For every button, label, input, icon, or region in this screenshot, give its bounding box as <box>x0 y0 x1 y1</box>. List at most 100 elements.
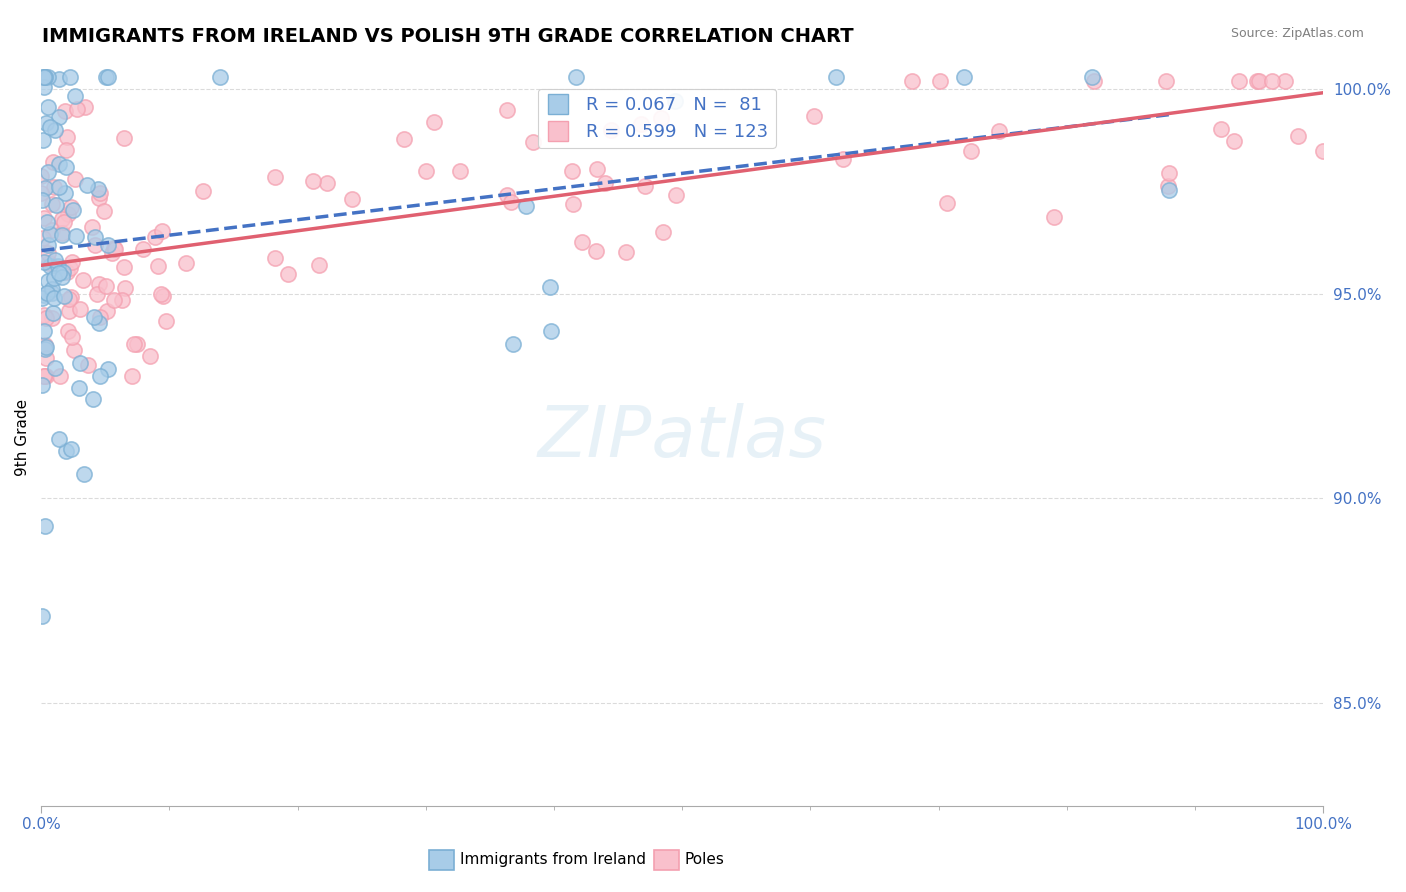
Point <box>84 237 107 252</box>
Point <box>63 343 86 357</box>
Point <box>37 285 59 300</box>
Point <box>55 143 77 157</box>
Point <box>37 238 59 252</box>
Point <box>94 70 117 84</box>
Point <box>34 181 56 195</box>
Point <box>96 304 118 318</box>
Point <box>103 293 125 307</box>
Point <box>1274 74 1296 88</box>
Point <box>277 267 299 281</box>
Point <box>37 274 59 288</box>
Point <box>93 204 115 219</box>
Point <box>35 340 58 354</box>
Point <box>1209 122 1232 136</box>
Point <box>1159 166 1181 180</box>
Point <box>111 293 134 307</box>
Point <box>987 124 1010 138</box>
Point <box>1081 70 1104 84</box>
Point <box>77 358 100 372</box>
Point <box>139 349 162 363</box>
Point <box>595 176 617 190</box>
Point <box>586 162 609 177</box>
Point <box>264 169 287 184</box>
Point <box>30 169 52 183</box>
Point <box>38 227 60 241</box>
Point <box>152 288 174 302</box>
Point <box>41 286 63 301</box>
Point <box>825 70 848 84</box>
Text: Poles: Poles <box>685 853 724 867</box>
Point <box>32 70 55 84</box>
Point <box>53 104 76 119</box>
Point <box>561 197 583 211</box>
Point <box>31 378 53 392</box>
Point <box>87 317 110 331</box>
Point <box>42 180 65 194</box>
Point <box>58 303 80 318</box>
Point <box>52 265 75 279</box>
Point <box>1222 134 1244 148</box>
Point <box>34 337 56 351</box>
Point <box>495 188 517 202</box>
Point <box>31 193 53 207</box>
Point <box>48 259 70 273</box>
Point <box>60 255 83 269</box>
Point <box>34 255 56 269</box>
Point <box>49 368 72 383</box>
Point <box>104 242 127 256</box>
Point <box>42 154 65 169</box>
Point <box>665 188 688 202</box>
Point <box>65 89 87 103</box>
Point <box>634 179 657 194</box>
Point <box>72 273 94 287</box>
Point <box>37 100 59 114</box>
Point <box>1249 74 1271 88</box>
Y-axis label: 9th Grade: 9th Grade <box>15 399 30 475</box>
Point <box>35 285 58 300</box>
Point <box>614 245 637 260</box>
Point <box>31 70 53 84</box>
Point <box>97 237 120 252</box>
Point <box>630 117 652 131</box>
Point <box>48 110 70 124</box>
Point <box>423 114 446 128</box>
Point <box>1154 74 1177 88</box>
Point <box>35 215 58 229</box>
Point <box>600 123 623 137</box>
Point <box>1312 145 1334 159</box>
Point <box>55 161 77 175</box>
Point <box>112 260 135 274</box>
Point <box>60 201 83 215</box>
Point <box>89 186 111 201</box>
Point <box>55 444 77 458</box>
Point <box>652 226 675 240</box>
Point <box>83 310 105 324</box>
Point <box>34 70 56 84</box>
Point <box>145 230 167 244</box>
Point <box>191 185 214 199</box>
Point <box>42 305 65 319</box>
Point <box>901 74 924 88</box>
Point <box>89 191 111 205</box>
Point <box>65 229 87 244</box>
Point <box>53 186 76 201</box>
Point <box>121 368 143 383</box>
Point <box>936 195 959 210</box>
Point <box>496 103 519 117</box>
Point <box>35 368 58 383</box>
Point <box>34 343 56 357</box>
Point <box>53 289 76 303</box>
Point <box>37 246 59 260</box>
Point <box>69 356 91 370</box>
Point <box>37 70 59 84</box>
Point <box>32 368 55 383</box>
Point <box>561 164 583 178</box>
Point <box>51 228 73 243</box>
Point <box>155 314 177 328</box>
Point <box>112 131 135 145</box>
Point <box>44 122 66 136</box>
Point <box>34 518 56 533</box>
Point <box>58 292 80 306</box>
Point <box>31 291 53 305</box>
Point <box>564 70 586 84</box>
